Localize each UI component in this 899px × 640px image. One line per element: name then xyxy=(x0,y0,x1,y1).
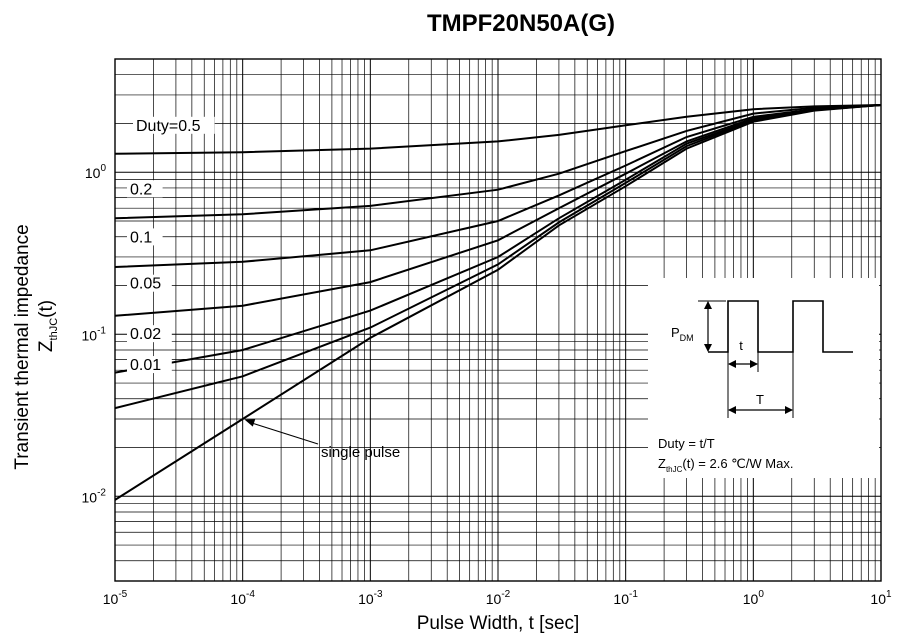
annotation-arrow-head xyxy=(244,419,256,427)
T-arrow-right xyxy=(785,406,793,414)
x-tick-label: 10-3 xyxy=(358,589,383,607)
t-arrow-right xyxy=(750,360,758,368)
annotation-arrow-line xyxy=(248,421,319,445)
single-pulse-label: single pulse xyxy=(321,444,400,461)
curve-label: 0.1 xyxy=(130,229,152,246)
x-tick-label: 10-1 xyxy=(613,589,638,607)
series-line xyxy=(114,104,882,317)
pdm-label: PDM xyxy=(671,325,694,343)
pdm-arrow-head-top xyxy=(704,301,712,309)
curves xyxy=(114,104,882,501)
curve-labels: Duty=0.5 0.2 0.1 0.05 0.02 0.01 xyxy=(127,116,215,374)
x-tick-label: 10-2 xyxy=(486,589,511,607)
pulse-diagram-inset: PDM t T Duty = t/T ZthJC(t) = 2.6 ℃/W Ma… xyxy=(648,278,879,478)
zth-formula: ZthJC(t) = 2.6 ℃/W Max. xyxy=(658,456,793,474)
curve-label: 0.05 xyxy=(130,276,161,293)
curve-label: 0.01 xyxy=(130,357,161,374)
x-tick-label: 100 xyxy=(743,589,765,607)
x-tick-label: 10-5 xyxy=(103,589,128,607)
inset-background xyxy=(648,278,879,478)
y-axis-title: Transient thermal impedance xyxy=(12,224,33,469)
t-label: t xyxy=(739,338,743,353)
T-arrow-left xyxy=(728,406,736,414)
chart-title: TMPF20N50A(G) xyxy=(427,10,615,37)
curve-label: 0.02 xyxy=(130,326,161,343)
curve-label-background xyxy=(133,116,215,134)
curve-label: 0.2 xyxy=(130,181,152,198)
y-axis-symbol: ZthJC(t) xyxy=(36,300,60,352)
single-pulse-annotation: single pulse xyxy=(244,419,400,461)
curve-label-background xyxy=(127,325,172,343)
pdm-arrow-head-bottom xyxy=(704,344,712,352)
series-line xyxy=(114,104,882,501)
x-axis-title: Pulse Width, t [sec] xyxy=(417,613,580,634)
grid xyxy=(115,59,881,581)
duty-formula: Duty = t/T xyxy=(658,436,715,451)
series-line xyxy=(114,104,882,220)
T-label: T xyxy=(756,392,764,407)
plot-frame xyxy=(114,58,882,582)
t-arrow-left xyxy=(728,360,736,368)
y-tick-label: 10-1 xyxy=(82,325,107,343)
curve-label-background xyxy=(127,356,172,374)
curve-label-background xyxy=(127,274,172,292)
curve-label-background xyxy=(127,180,163,198)
x-tick-label: 10-4 xyxy=(230,589,255,607)
curve-label: Duty=0.5 xyxy=(136,118,201,135)
x-tick-label: 101 xyxy=(870,589,892,607)
y-tick-label: 100 xyxy=(85,163,107,181)
series-line xyxy=(114,104,882,155)
curve-label-background xyxy=(127,228,163,246)
tick-labels: 10-5 10-4 10-3 10-2 10-1 100 101 10-2 10-1 100 xyxy=(82,163,892,607)
y-tick-label: 10-2 xyxy=(82,487,107,505)
pulse-waveform xyxy=(708,300,853,353)
